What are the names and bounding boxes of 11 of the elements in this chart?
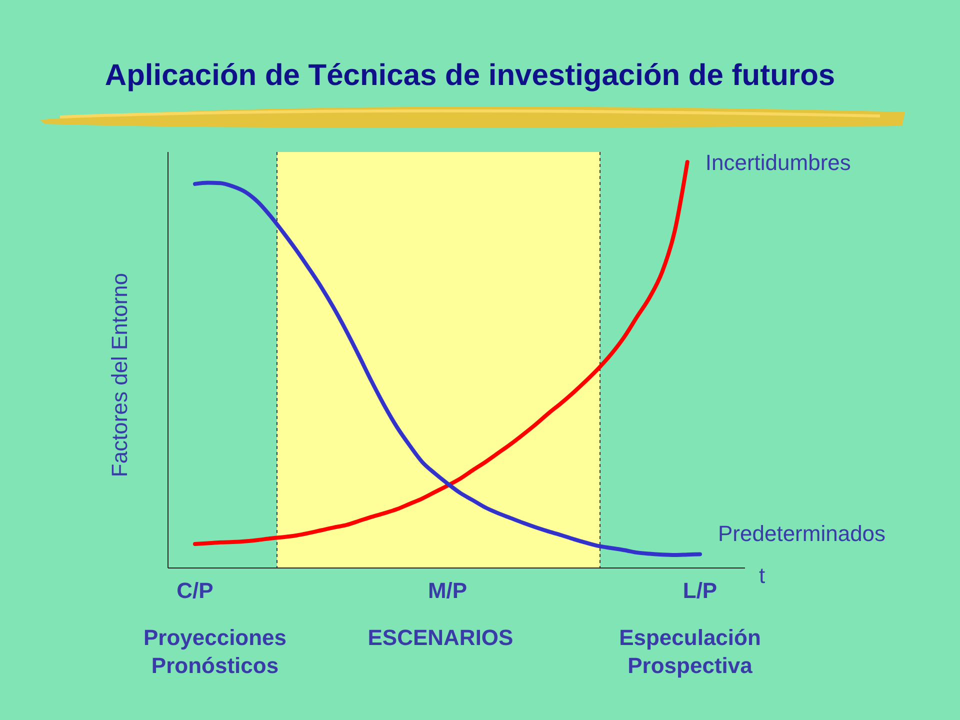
text: ESCENARIOS bbox=[368, 625, 514, 650]
chart-title: Aplicación de Técnicas de investigación de futuros bbox=[104, 59, 836, 92]
y-axis-title: Factores del Entorno bbox=[107, 272, 132, 478]
text: Especulación Prospectiva bbox=[619, 625, 761, 678]
text: Proyecciones Pronósticos bbox=[143, 625, 287, 678]
series-label: Predeterminados bbox=[718, 521, 886, 546]
series-label: Incertidumbres bbox=[705, 150, 851, 175]
x-tick-label: C/P bbox=[176, 578, 214, 603]
x-tick-label: M/P bbox=[428, 578, 468, 603]
x-axis-title: t bbox=[758, 563, 766, 588]
x-tick-label: L/P bbox=[682, 578, 718, 603]
